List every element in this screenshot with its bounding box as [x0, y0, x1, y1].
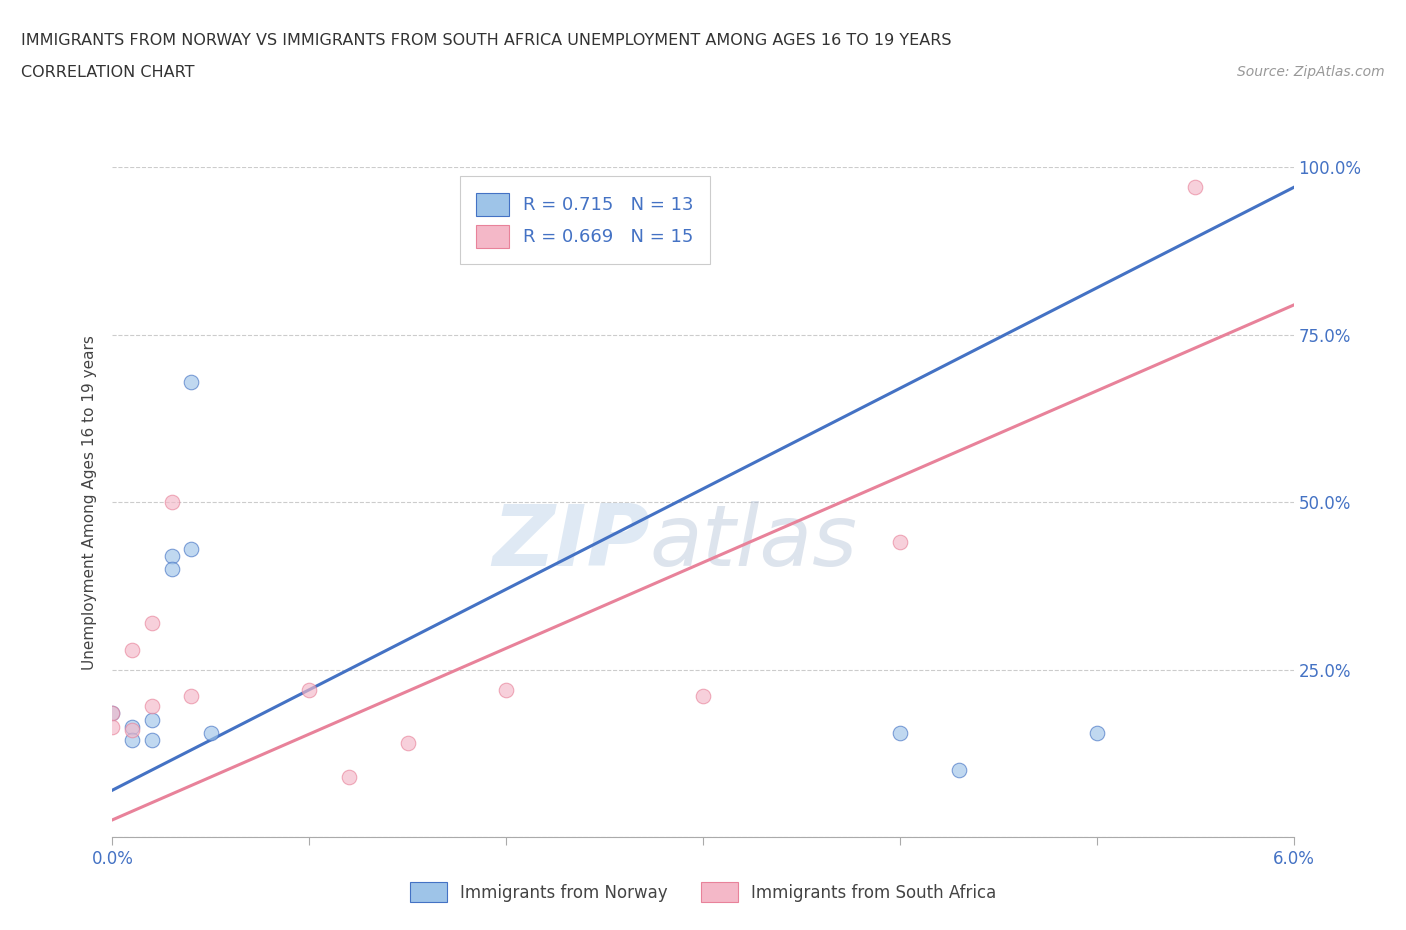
Point — [948, 763, 970, 777]
Point — [180, 689, 202, 704]
Point — [160, 549, 183, 564]
Point — [101, 719, 124, 734]
Point — [1184, 180, 1206, 195]
Point — [889, 535, 911, 550]
Point — [121, 733, 143, 748]
Point — [101, 706, 124, 721]
Point — [298, 683, 321, 698]
Text: Source: ZipAtlas.com: Source: ZipAtlas.com — [1237, 65, 1385, 79]
Point — [141, 699, 163, 714]
Point — [200, 725, 222, 740]
Point — [180, 374, 202, 389]
Point — [692, 689, 714, 704]
Point — [101, 706, 124, 721]
Point — [1085, 725, 1108, 740]
Point — [396, 736, 419, 751]
Point — [121, 723, 143, 737]
Point — [337, 769, 360, 784]
Point — [141, 616, 163, 631]
Point — [141, 712, 163, 727]
Legend: Immigrants from Norway, Immigrants from South Africa: Immigrants from Norway, Immigrants from … — [404, 875, 1002, 909]
Point — [180, 541, 202, 556]
Point — [160, 495, 183, 510]
Point — [141, 733, 163, 748]
Text: ZIP: ZIP — [492, 501, 650, 584]
Point — [495, 683, 517, 698]
Y-axis label: Unemployment Among Ages 16 to 19 years: Unemployment Among Ages 16 to 19 years — [82, 335, 97, 670]
Text: IMMIGRANTS FROM NORWAY VS IMMIGRANTS FROM SOUTH AFRICA UNEMPLOYMENT AMONG AGES 1: IMMIGRANTS FROM NORWAY VS IMMIGRANTS FRO… — [21, 33, 952, 47]
Point — [160, 562, 183, 577]
Point — [121, 719, 143, 734]
Text: atlas: atlas — [650, 501, 858, 584]
Text: CORRELATION CHART: CORRELATION CHART — [21, 65, 194, 80]
Point — [121, 642, 143, 657]
Point — [889, 725, 911, 740]
